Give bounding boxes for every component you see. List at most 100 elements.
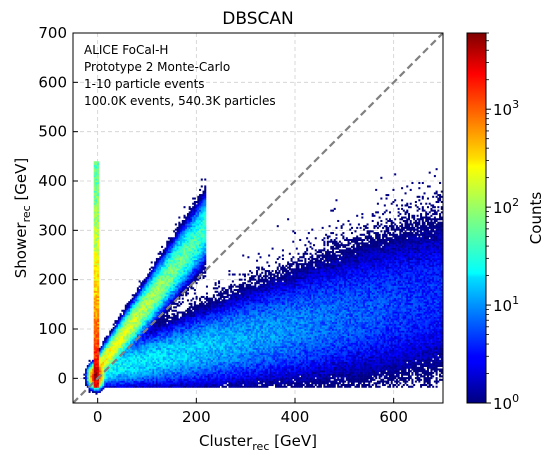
heatmap-cell [155,346,158,349]
heatmap-cell [128,313,131,316]
heatmap-cell [102,340,105,343]
heatmap-cell [154,380,157,383]
heatmap-cell [147,339,150,342]
heatmap-cell [181,377,184,380]
heatmap-cell [135,299,138,302]
heatmap-cell [197,242,200,245]
heatmap-cell [105,335,108,338]
heatmap-cell [200,271,203,274]
heatmap-cell [131,304,134,307]
heatmap-cell [102,365,105,368]
heatmap-cell [178,356,181,359]
heatmap-cell [174,361,177,364]
heatmap-cell [188,221,191,224]
heatmap-cell [133,340,136,343]
heatmap-cell [185,226,188,229]
heatmap-cell [190,368,193,371]
heatmap-cell [204,377,207,380]
heatmap-cell [204,244,207,247]
heatmap-cell [190,344,193,347]
heatmap-cell [135,332,138,335]
heatmap-cell [167,333,170,336]
heatmap-cell [192,366,195,369]
heatmap-cell [188,266,191,269]
heatmap-cell [185,332,188,335]
heatmap-cell [199,337,202,340]
heatmap-cell [133,313,136,316]
heatmap-cell [93,365,96,368]
heatmap-cell [211,337,214,340]
heatmap-cell [95,314,98,317]
heatmap-cell [188,337,191,340]
heatmap-cell [114,327,117,330]
heatmap-cell [195,354,198,357]
heatmap-cell [200,195,203,198]
heatmap-cell [173,278,176,281]
heatmap-cell [181,344,184,347]
heatmap-cell [133,308,136,311]
heatmap-cell [142,363,145,366]
heatmap-cell [157,275,160,278]
heatmap-cell [100,349,103,352]
heatmap-cell [166,304,169,307]
heatmap-cell [214,347,217,350]
heatmap-cell [174,339,177,342]
heatmap-cell [161,339,164,342]
heatmap-cell [193,256,196,259]
heatmap-cell [98,387,101,390]
heatmap-cell [147,375,150,378]
heatmap-cell [140,359,143,362]
heatmap-cell [181,268,184,271]
heatmap-cell [133,321,136,324]
heatmap-cell [123,373,126,376]
heatmap-cell [211,354,214,357]
heatmap-cell [186,233,189,236]
heatmap-cell [161,268,164,271]
heatmap-cell [157,321,160,324]
heatmap-cell [133,349,136,352]
heatmap-cell [133,327,136,330]
heatmap-cell [195,325,198,328]
heatmap-cell [167,295,170,298]
heatmap-cell [116,352,119,355]
heatmap-cell [148,371,151,374]
heatmap-cell [129,352,133,355]
heatmap-cell [180,375,183,378]
heatmap-cell [95,185,98,188]
heatmap-cell [202,308,205,311]
heatmap-cell [181,335,184,338]
heatmap-cell [85,368,88,371]
heatmap-cell [169,333,172,336]
heatmap-cell [190,232,193,235]
heatmap-cell [183,373,186,376]
heatmap-cell [209,328,212,331]
heatmap-cell [90,373,93,376]
heatmap-cell [97,237,100,240]
heatmap-cell [100,365,103,368]
heatmap-cell [114,347,117,350]
heatmap-cell [148,325,151,328]
heatmap-cell [207,365,210,368]
heatmap-cell [195,270,198,273]
heatmap-cell [123,358,126,361]
heatmap-cell [140,295,143,298]
heatmap-cell [143,327,146,330]
heatmap-cell [174,323,177,326]
heatmap-cell [143,299,146,302]
heatmap-cell [211,349,214,352]
heatmap-cell [157,349,160,352]
heatmap-cell [86,385,89,388]
heatmap-cell [204,354,207,357]
heatmap-cell [107,365,110,368]
heatmap-cell [126,339,129,342]
heatmap-cell [152,375,155,378]
heatmap-cell [193,366,196,369]
heatmap-cell [176,378,179,381]
heatmap-cell [204,245,207,248]
heatmap-cell [162,340,165,343]
heatmap-cell [186,261,189,264]
heatmap-cell [195,263,198,266]
heatmap-cell [97,275,100,278]
heatmap-cell [204,270,207,273]
heatmap-cell [93,294,96,297]
